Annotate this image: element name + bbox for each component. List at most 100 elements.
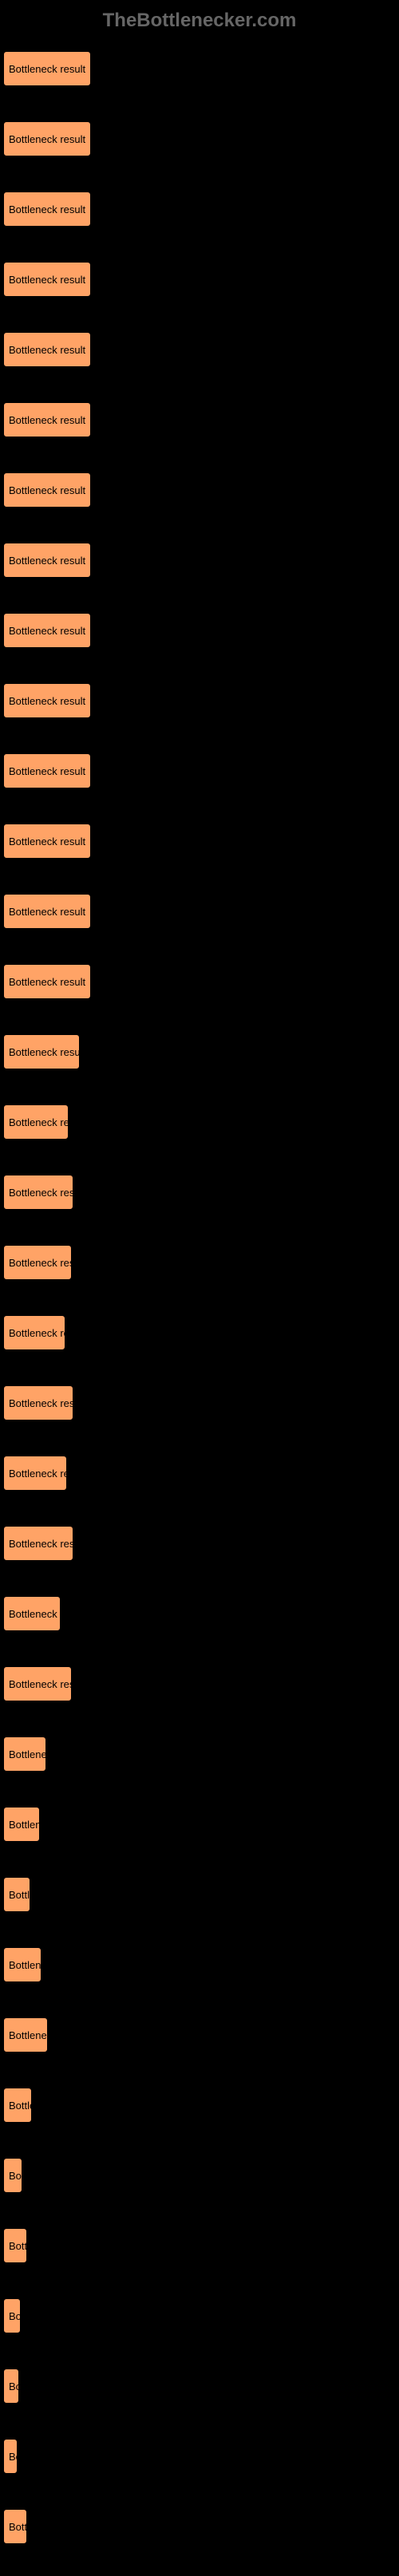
- bar: Bottleneck result: [3, 121, 91, 156]
- bar-value-label: Bottleneck result: [9, 765, 85, 777]
- bar: Bottl: [3, 2228, 27, 2263]
- bar: Bottl: [3, 2509, 27, 2544]
- bar: Bottleneck result: [3, 543, 91, 578]
- bar: Bottlene: [3, 1807, 40, 1842]
- bar-row: Bottleneck result: [3, 259, 396, 310]
- bar-value-label: Bottleneck result: [9, 1538, 73, 1550]
- bar-row: Bottleneck resu: [3, 1452, 396, 1503]
- bar-row: Bottlene: [3, 1944, 396, 1995]
- bar-row: Bottleneck result: [3, 118, 396, 169]
- bar: Bottlene: [3, 1947, 41, 1982]
- bar-row: Bottleneck result: [3, 399, 396, 450]
- bar: Bottleneck result: [3, 683, 91, 718]
- bar: Bottleneck result: [3, 402, 91, 437]
- bar: Bottleneck result: [3, 192, 91, 227]
- bar-row: Bottleneck re: [3, 1593, 396, 1644]
- bar-value-label: Bottleneck result: [9, 414, 85, 426]
- bar-row: Bottleneck: [3, 2014, 396, 2065]
- bar-row: Bottleneck result: [3, 1101, 396, 1152]
- bar-chart: Bottleneck result Bottleneck result Bottle…: [0, 48, 399, 2557]
- bar-value-label: Bottleneck result: [9, 484, 85, 496]
- bar-value-label: Bottleneck res: [9, 1327, 65, 1339]
- bar-row: Bottleneck result: [3, 1171, 396, 1223]
- bar: Bottleneck result: [3, 472, 91, 508]
- bar: Bottleneck result: [3, 262, 91, 297]
- bar-value-label: Bottleneck result: [9, 695, 85, 707]
- bar-row: Bot: [3, 2155, 396, 2206]
- bar-row: Bottleneck result: [3, 1242, 396, 1293]
- bar-row: Bottle: [3, 1874, 396, 1925]
- bar-value-label: Bottleneck result: [9, 203, 85, 215]
- bar: Bottleneck result: [3, 753, 91, 788]
- bar-value-label: Bottleneck result: [9, 906, 85, 918]
- bar-value-label: Bottleneck result: [9, 1397, 73, 1409]
- bar-row: Bottl: [3, 2225, 396, 2276]
- bar-row: Bottleneck result: [3, 188, 396, 239]
- bar-value-label: Bottleneck result: [9, 976, 85, 988]
- bar: Bottlenec: [3, 1736, 46, 1772]
- bar: Bottle: [3, 2088, 32, 2123]
- bar-value-label: Bottle: [9, 2100, 32, 2112]
- bar-value-label: Bottleneck result: [9, 555, 85, 567]
- bar: Bo: [3, 2439, 18, 2474]
- bar-row: Bottleneck result: [3, 820, 396, 871]
- bar-value-label: Bo: [9, 2310, 21, 2322]
- bar-value-label: Bot: [9, 2170, 22, 2182]
- watermark-text: TheBottlenecker.com: [103, 10, 297, 31]
- bar-value-label: Bottlenec: [9, 1748, 46, 1760]
- bar-value-label: Bottleneck result: [9, 63, 85, 75]
- bar-value-label: Bottl: [9, 2240, 27, 2252]
- bar-value-label: Bottleneck result: [9, 1116, 69, 1128]
- bar-row: Bottlene: [3, 1804, 396, 1855]
- bar: Bottleneck result: [3, 1245, 72, 1280]
- bar-row: Bottleneck result: [3, 329, 396, 380]
- bar-row: Bottleneck result: [3, 469, 396, 520]
- bar: Bottleneck result: [3, 51, 91, 86]
- bar: Bo: [3, 2298, 21, 2333]
- bar-value-label: Bottleneck result: [9, 836, 85, 847]
- bar-value-label: Bottleneck result: [9, 1187, 73, 1199]
- bar-value-label: Bo: [9, 2380, 19, 2392]
- bar-row: Bottleneck result: [3, 1031, 396, 1082]
- bar: Bottleneck result: [3, 894, 91, 929]
- bar: Bottle: [3, 1877, 30, 1912]
- bar: Bottleneck result: [3, 1175, 73, 1210]
- bar: Bottleneck result: [3, 1385, 73, 1420]
- bar-row: Bottleneck result: [3, 539, 396, 591]
- bar-row: Bottleneck result: [3, 961, 396, 1012]
- bar: Bottleneck: [3, 2017, 48, 2053]
- bar-value-label: Bottleneck resu: [9, 1468, 67, 1480]
- bar: Bottleneck result: [3, 1034, 80, 1069]
- bar: Bottleneck resu: [3, 1456, 67, 1491]
- bar-row: Bottl: [3, 2506, 396, 2557]
- bar-value-label: Bottlene: [9, 1959, 41, 1971]
- bar: Bottleneck res: [3, 1315, 65, 1350]
- bar-value-label: Bottle: [9, 1889, 30, 1901]
- bar: Bottleneck result: [3, 1526, 73, 1561]
- bar: Bottleneck re: [3, 1596, 61, 1631]
- bar-row: Bottleneck res: [3, 1312, 396, 1363]
- bar: Bottleneck result: [3, 1104, 69, 1140]
- bar-value-label: Bottleneck result: [9, 1046, 80, 1058]
- bar-row: Bottleneck result: [3, 750, 396, 801]
- bar-row: Bottleneck result: [3, 891, 396, 942]
- bar: Bo: [3, 2369, 19, 2404]
- bar-value-label: Bottleneck result: [9, 625, 85, 637]
- bar-row: Bottleneck result: [3, 1663, 396, 1714]
- bar-value-label: Bottleneck result: [9, 133, 85, 145]
- bar: Bottleneck result: [3, 964, 91, 999]
- bar: Bot: [3, 2158, 22, 2193]
- bar: Bottleneck result: [3, 824, 91, 859]
- bar-value-label: Bo: [9, 2451, 18, 2463]
- bar-value-label: Bottleneck: [9, 2029, 48, 2041]
- bar-row: Bo: [3, 2436, 396, 2487]
- bar-value-label: Bottlene: [9, 1819, 40, 1831]
- bar-row: Bottleneck result: [3, 680, 396, 731]
- bar-value-label: Bottleneck re: [9, 1608, 61, 1620]
- bar-row: Bo: [3, 2295, 396, 2346]
- bar-row: Bottleneck result: [3, 48, 396, 99]
- bar-row: Bottleneck result: [3, 610, 396, 661]
- bar-value-label: Bottleneck result: [9, 1257, 72, 1269]
- watermark: TheBottlenecker.com: [0, 10, 399, 32]
- bar-value-label: Bottleneck result: [9, 1678, 72, 1690]
